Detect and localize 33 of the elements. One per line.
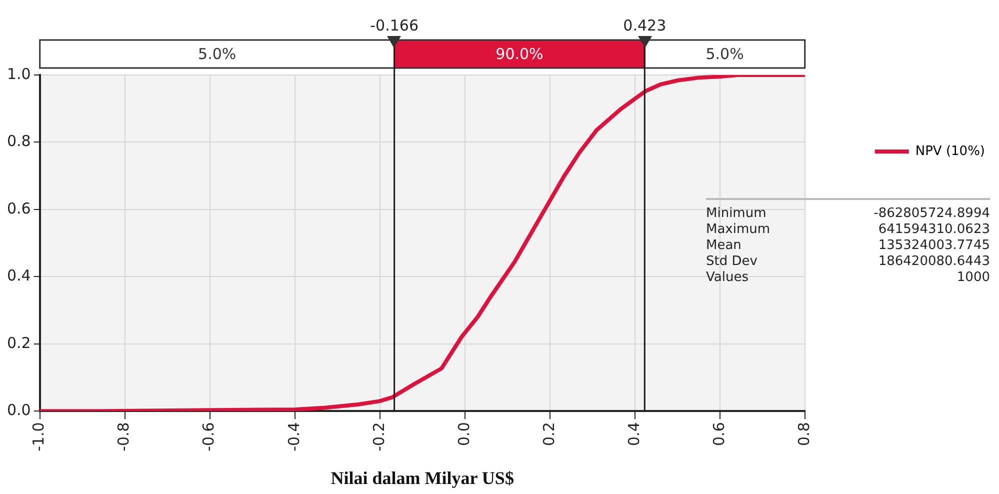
y-tick-label: 0.6 xyxy=(6,199,31,218)
y-tick-label: 1.0 xyxy=(6,64,31,83)
x-tick-label: 0.8 xyxy=(794,422,813,446)
text: 186420080.6443 xyxy=(877,254,990,269)
text: 5.0% xyxy=(198,44,236,63)
y-tick-label: 0.8 xyxy=(6,132,31,150)
text: -862805724.8994 xyxy=(874,206,990,221)
annotation: Std Dev xyxy=(706,254,758,269)
x-tick-label: -0.4 xyxy=(284,422,303,452)
text: 5.0% xyxy=(706,44,744,63)
x-tick-label: 0.4 xyxy=(624,422,643,446)
ref-line-label: 0.423 xyxy=(623,16,666,34)
text: 135324003.7745 xyxy=(877,238,990,253)
y-tick-label: 0.0 xyxy=(6,401,31,420)
y-tick-label: 0.4 xyxy=(6,266,31,285)
x-tick-label: -0.8 xyxy=(114,422,133,452)
x-tick-label: 0.2 xyxy=(540,422,558,446)
annotation: Maximum xyxy=(706,222,772,237)
annotation: Mean xyxy=(706,238,742,253)
legend-label: NPV (10%) xyxy=(915,144,986,159)
x-tick-label: -0.2 xyxy=(370,422,388,452)
ref-line-label: -0.166 xyxy=(370,16,418,34)
x-tick-label: 0.6 xyxy=(710,422,728,446)
annotation: Minimum xyxy=(706,206,768,221)
x-tick-label: 0.0 xyxy=(454,422,473,446)
x-tick-label: -1.0 xyxy=(30,422,48,452)
text: 1000 xyxy=(956,270,990,285)
y-tick-label: 0.2 xyxy=(6,334,31,352)
x-axis-title: Nilai dalam Milyar US$ xyxy=(330,468,514,488)
annotation: Values xyxy=(706,270,750,285)
x-tick-label: -0.6 xyxy=(200,422,218,452)
text: 90.0% xyxy=(496,44,544,63)
text: 641594310.0623 xyxy=(877,222,990,237)
